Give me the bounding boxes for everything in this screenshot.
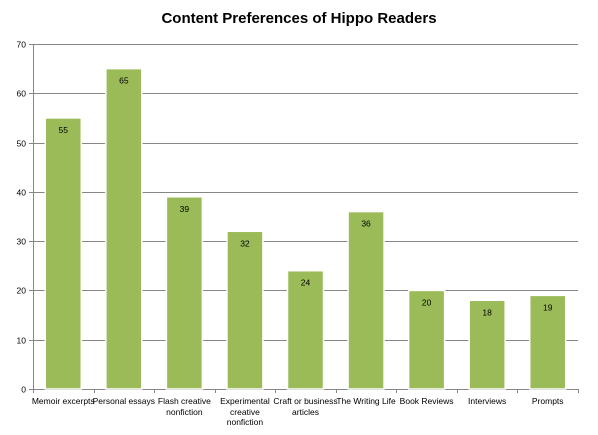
x-tick-label: Prompts: [531, 396, 564, 406]
y-tick-label: 0: [21, 385, 26, 395]
x-tick-label: Book Reviews: [399, 396, 454, 406]
bar: [468, 299, 506, 390]
x-tick-label: Experimental creative nonfiction: [220, 396, 270, 427]
data-label: 24: [301, 278, 311, 288]
y-tick-label: 60: [17, 89, 27, 99]
bar: [105, 67, 143, 390]
x-tick-label: Flash creative nonfiction: [157, 396, 211, 417]
data-label: 32: [240, 238, 250, 248]
bar: [44, 117, 83, 390]
y-tick-label: 40: [17, 188, 27, 198]
data-label: 18: [482, 307, 492, 317]
bar: [165, 196, 204, 390]
bar: [226, 230, 264, 390]
y-tick-label: 10: [17, 336, 27, 346]
x-tick-label: Personal essays: [92, 396, 156, 406]
data-label: 20: [422, 297, 432, 307]
chart-title: Content Preferences of Hippo Readers: [161, 10, 437, 27]
data-label: 36: [361, 219, 371, 229]
bar: [347, 210, 385, 390]
data-label: 19: [543, 302, 553, 312]
y-tick-label: 20: [17, 286, 27, 296]
x-tick-label: Memoir excerpts: [31, 396, 95, 406]
data-label: 39: [180, 204, 190, 214]
bar: [286, 269, 325, 390]
x-tick-label: Interviews: [468, 396, 507, 406]
bar: [528, 294, 567, 390]
bar: [407, 289, 446, 390]
y-tick-label: 70: [17, 40, 27, 50]
y-tick-label: 30: [17, 237, 27, 247]
x-tick-label: Craft or business articles: [273, 396, 338, 417]
x-tick-label: The Writing Life: [336, 396, 396, 406]
bars: [44, 67, 567, 390]
data-label: 55: [59, 125, 69, 135]
data-labels: 55 65 39 32 24 36 20 18 19: [59, 76, 553, 318]
y-tick-label: 50: [17, 139, 27, 149]
data-label: 65: [119, 76, 129, 86]
